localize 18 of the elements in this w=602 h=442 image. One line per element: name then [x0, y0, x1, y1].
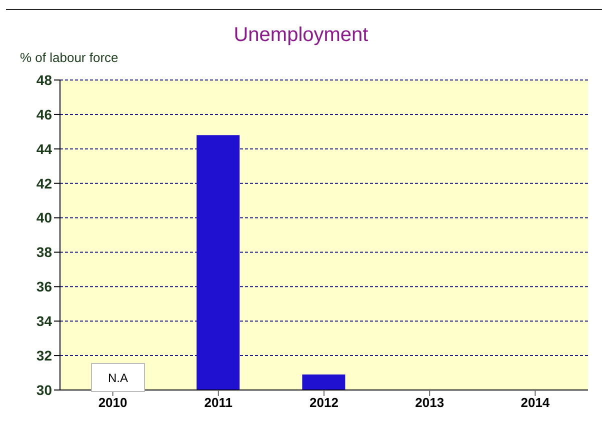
x-tick-label: 2010 [98, 395, 128, 410]
y-tick-label: 44 [36, 140, 52, 157]
x-tick-label: 2012 [310, 395, 338, 410]
y-tick-label: 36 [36, 278, 52, 295]
y-tick-label: 30 [36, 382, 52, 398]
x-tick-label: 2011 [204, 395, 232, 410]
x-tick-label: 2014 [520, 395, 550, 410]
y-axis-title: % of labour force [20, 50, 118, 65]
y-tick-label: 46 [36, 106, 52, 122]
y-tick-label: 40 [36, 210, 52, 226]
chart-title: Unemployment [232, 24, 370, 47]
annotation: N.A [91, 363, 145, 392]
y-tick-label: 48 [36, 72, 52, 88]
x-tick-label: 2013 [415, 395, 444, 410]
y-tick-label: 38 [36, 244, 52, 260]
y-tick-label: 34 [36, 313, 52, 330]
y-tick-label: 42 [36, 175, 52, 192]
y-tick-label: 32 [36, 348, 52, 364]
